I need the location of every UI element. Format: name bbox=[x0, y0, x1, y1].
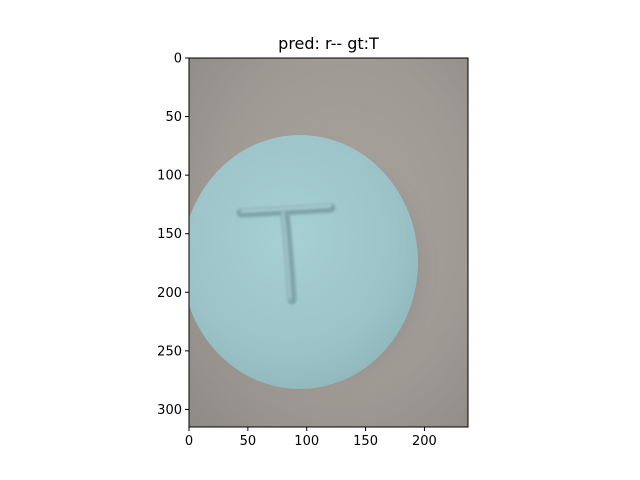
y-tick-label: 50 bbox=[165, 110, 182, 125]
figure-title: pred: r-- gt:T bbox=[278, 34, 379, 53]
x-tick-label: 0 bbox=[185, 434, 193, 449]
axes-frame bbox=[188, 57, 469, 428]
pill-imprint-t-icon bbox=[236, 203, 336, 305]
x-tick-label: 50 bbox=[240, 434, 257, 449]
x-tick-label: 200 bbox=[412, 434, 437, 449]
pill-photo bbox=[189, 58, 468, 427]
y-tick-label: 150 bbox=[157, 227, 182, 242]
y-tick-label: 100 bbox=[157, 169, 182, 184]
y-tick-label: 250 bbox=[157, 344, 182, 359]
x-tick-label: 150 bbox=[353, 434, 378, 449]
y-tick-label: 200 bbox=[157, 286, 182, 301]
y-tick-label: 300 bbox=[157, 403, 182, 418]
y-axis-ticks: 0 50 100 150 200 250 300 bbox=[157, 52, 189, 418]
pill-body bbox=[189, 135, 418, 389]
x-tick-label: 100 bbox=[294, 434, 319, 449]
y-tick-label: 0 bbox=[174, 52, 182, 67]
x-axis-ticks: 0 50 100 150 200 bbox=[185, 427, 437, 449]
